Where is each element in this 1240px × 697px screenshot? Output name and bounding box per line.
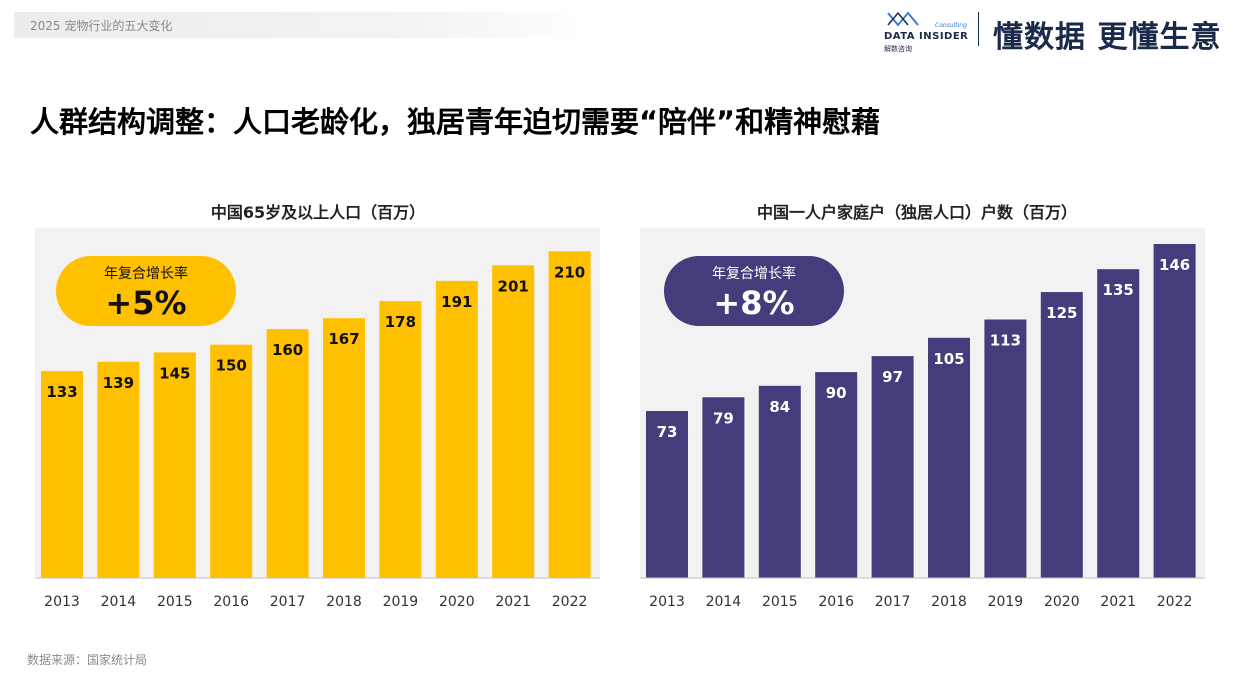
data-label-2014: 79 — [713, 409, 734, 427]
data-label-2022: 210 — [554, 263, 585, 281]
x-tick-label-2022: 2022 — [1157, 594, 1193, 610]
data-label-2021: 201 — [498, 277, 529, 295]
bar-2016 — [815, 372, 858, 578]
data-label-2014: 139 — [103, 374, 134, 392]
x-tick-label-2021: 2021 — [495, 594, 531, 610]
x-tick-label-2016: 2016 — [818, 594, 854, 610]
x-tick-label-2020: 2020 — [439, 594, 475, 610]
data-label-2016: 90 — [826, 384, 847, 402]
logo-mark-icon — [887, 11, 919, 27]
x-tick-label-2019: 2019 — [383, 594, 419, 610]
bar-2020 — [1040, 292, 1083, 578]
bar-2015 — [758, 385, 801, 578]
data-label-2015: 84 — [769, 398, 790, 416]
data-source-note: 数据来源：国家统计局 — [27, 653, 148, 667]
data-label-2017: 97 — [882, 368, 903, 386]
bar-2021 — [492, 265, 535, 578]
data-label-2021: 135 — [1103, 281, 1134, 299]
data-label-2018: 105 — [933, 350, 964, 368]
bar-2013 — [646, 411, 688, 578]
brand-logo: Consulting DATA INSIDER 解数咨询 — [880, 8, 972, 53]
bar-2019 — [379, 301, 422, 578]
bar-2017 — [266, 329, 309, 578]
data-label-2017: 160 — [272, 341, 303, 359]
bar-2021 — [1097, 269, 1140, 578]
bar-2020 — [435, 280, 478, 578]
header-band — [14, 12, 584, 38]
bar-2019 — [984, 319, 1027, 578]
growth-badge — [56, 256, 236, 326]
x-tick-label-2013: 2013 — [649, 594, 685, 610]
x-tick-label-2013: 2013 — [44, 594, 80, 610]
x-tick-label-2020: 2020 — [1044, 594, 1080, 610]
growth-badge — [664, 256, 844, 326]
chart-single-households: 73 2013 79 2014 84 2015 90 2016 97 2017 105 2018 113… — [640, 228, 1205, 610]
x-tick-label-2015: 2015 — [157, 594, 193, 610]
x-tick-label-2017: 2017 — [875, 594, 911, 610]
bar-2016 — [210, 344, 253, 578]
data-label-2020: 125 — [1046, 304, 1077, 322]
chart-title-elderly: 中国65岁及以上人口（百万） — [210, 203, 426, 222]
bar-2015 — [153, 352, 196, 578]
growth-badge-value: +8% — [713, 284, 794, 322]
data-label-2016: 150 — [216, 357, 247, 375]
bar-2022 — [1153, 244, 1196, 579]
page-title: 人群结构调整：人口老龄化，独居青年迫切需要“陪伴”和精神慰藉 — [30, 105, 881, 139]
data-label-2020: 191 — [441, 293, 472, 311]
data-label-2015: 145 — [159, 364, 190, 382]
brand-tag: Consulting — [935, 22, 967, 29]
data-label-2022: 146 — [1159, 256, 1190, 274]
bar-2014 — [702, 397, 745, 578]
chart-elderly-population: 133 2013 139 2014 145 2015 150 2016 160 2017 167 20… — [35, 228, 600, 610]
x-tick-label-2021: 2021 — [1100, 594, 1136, 610]
growth-badge-value: +5% — [105, 284, 186, 322]
bar-2014 — [97, 361, 140, 578]
growth-badge-label: 年复合增长率 — [104, 265, 188, 282]
x-tick-label-2014: 2014 — [706, 594, 742, 610]
x-tick-label-2018: 2018 — [326, 594, 362, 610]
bar-2022 — [548, 251, 591, 579]
x-tick-label-2022: 2022 — [552, 594, 588, 610]
x-tick-label-2015: 2015 — [762, 594, 798, 610]
bar-2017 — [871, 356, 914, 578]
header-subtitle: 2025 宠物行业的五大变化 — [30, 19, 173, 33]
x-tick-label-2014: 2014 — [101, 594, 137, 610]
data-label-2019: 113 — [990, 332, 1021, 350]
brand-name-cn: 解数咨询 — [884, 45, 912, 53]
data-label-2019: 178 — [385, 313, 416, 331]
x-tick-label-2016: 2016 — [213, 594, 249, 610]
bar-2018 — [323, 318, 365, 578]
x-tick-label-2018: 2018 — [931, 594, 967, 610]
growth-badge-label: 年复合增长率 — [712, 265, 796, 282]
bar-2013 — [41, 371, 83, 578]
x-tick-label-2017: 2017 — [270, 594, 306, 610]
logo-divider — [978, 12, 979, 46]
bar-2018 — [928, 337, 970, 578]
data-label-2018: 167 — [328, 330, 359, 348]
data-label-2013: 73 — [657, 423, 678, 441]
brand-name: DATA INSIDER — [884, 31, 969, 42]
x-tick-label-2019: 2019 — [988, 594, 1024, 610]
data-label-2013: 133 — [46, 383, 77, 401]
chart-title-single-households: 中国一人户家庭户（独居人口）户数（百万） — [756, 203, 1078, 222]
brand-slogan: 懂数据 更懂生意 — [993, 20, 1222, 55]
